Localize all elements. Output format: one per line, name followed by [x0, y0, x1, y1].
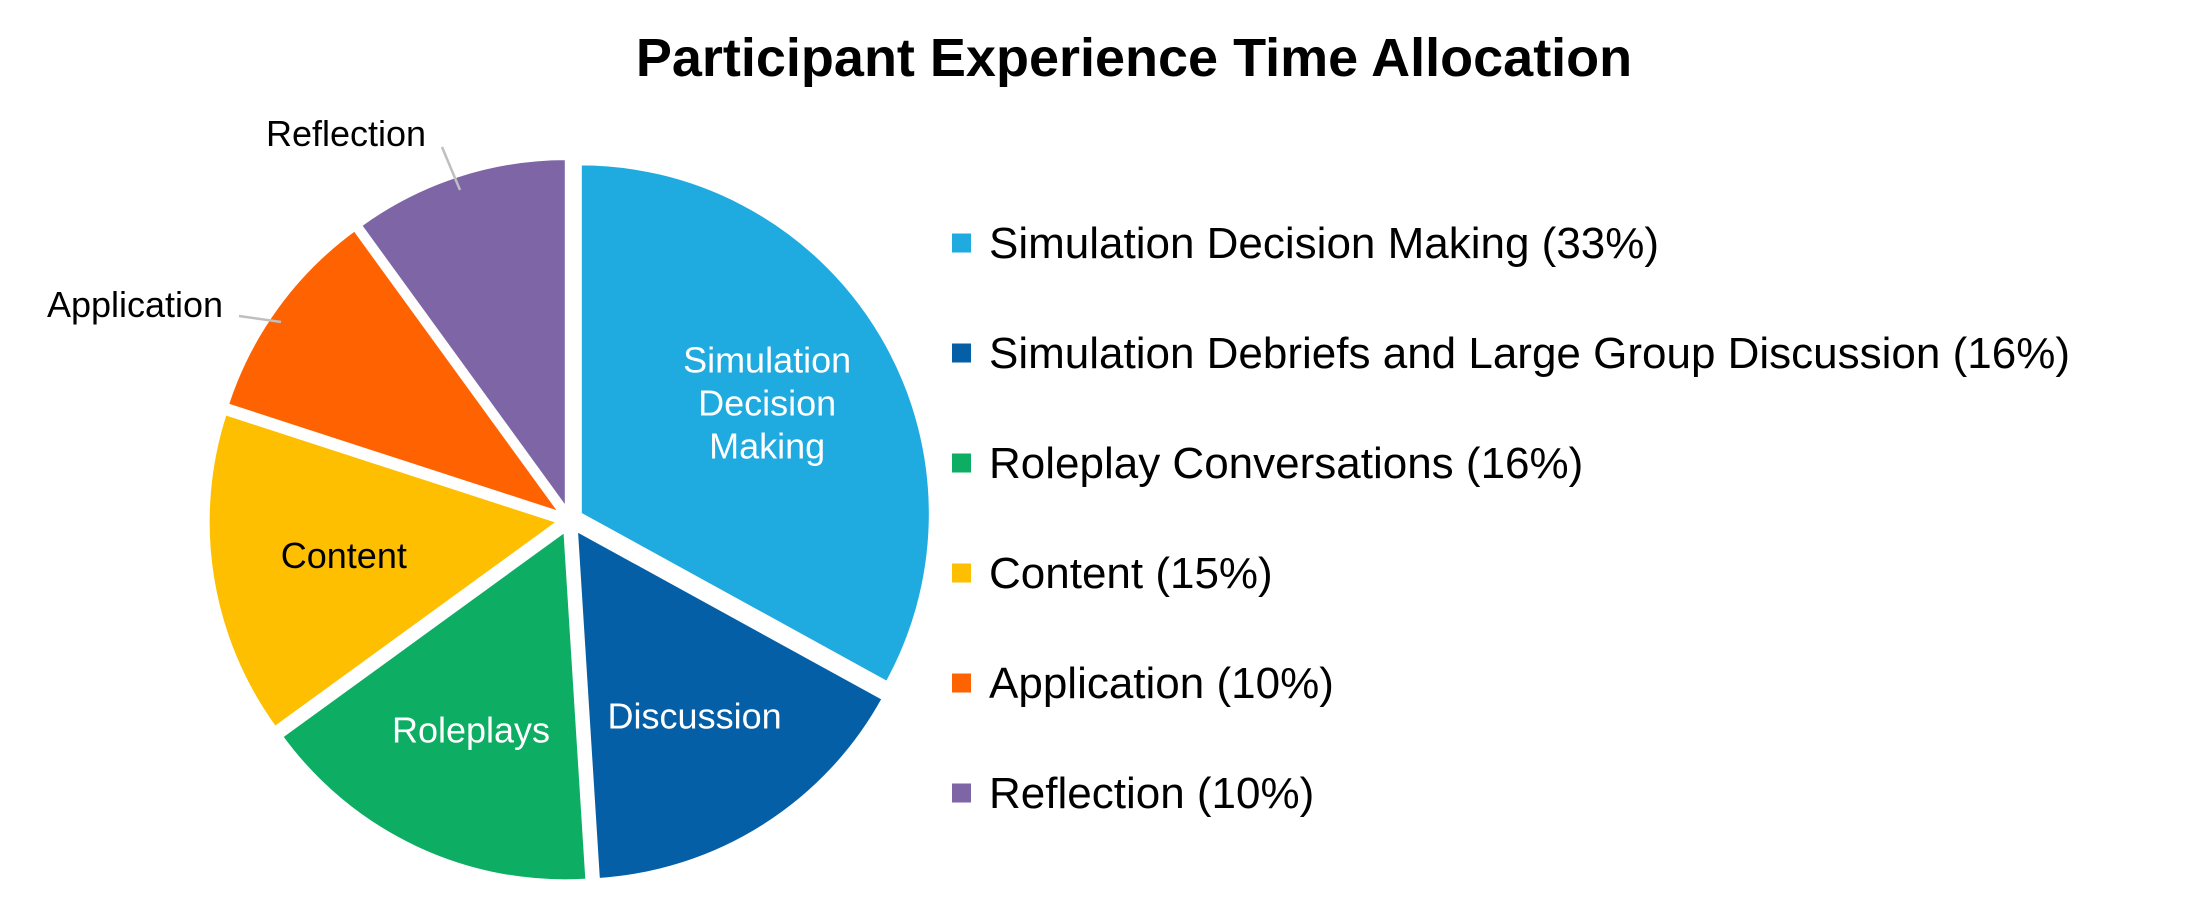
- slice-label-simulation-debriefs-and-large-group-discussion: Discussion: [608, 695, 782, 736]
- legend-label-roleplay-conversations: Roleplay Conversations (16%): [989, 439, 1583, 488]
- legend-swatch-roleplay-conversations: [952, 453, 971, 473]
- slice-label-roleplay-conversations: Roleplays: [392, 709, 550, 750]
- leader-line-application: [238, 314, 282, 324]
- legend-label-content: Content (15%): [989, 549, 1273, 598]
- legend-label-reflection: Reflection (10%): [989, 769, 1314, 818]
- pie-slice-reflection: [358, 157, 568, 514]
- legend-swatch-simulation-debriefs-and-large-group-discussion: [952, 343, 971, 363]
- slice-label-simulation-decision-making: Simulation Decision Making: [683, 339, 851, 466]
- legend-swatch-content: [952, 563, 971, 583]
- pie-slice-simulation-decision-making: [578, 162, 932, 685]
- legend-label-simulation-decision-making: Simulation Decision Making (33%): [989, 219, 1659, 268]
- leader-line-reflection: [440, 146, 462, 191]
- legend-label-simulation-debriefs-and-large-group-discussion: Simulation Debriefs and Large Group Disc…: [989, 329, 2070, 378]
- pie-slice-application: [225, 227, 565, 516]
- pie-slice-content: [206, 411, 562, 730]
- pie-slice-labels: Simulation Decision Making Discussion Rolepl…: [47, 113, 851, 750]
- pie-slices: [206, 157, 932, 883]
- slice-label-content: Content: [281, 535, 407, 576]
- pie-slice-roleplay-conversations: [279, 528, 589, 883]
- pie-slice-simulation-debriefs-and-large-group-discussion: [574, 527, 886, 882]
- legend: Simulation Decision Making (33%) Simulati…: [952, 219, 2070, 818]
- legend-swatch-reflection: [952, 783, 971, 803]
- chart-title: Participant Experience Time Allocation: [636, 28, 1632, 88]
- legend-swatch-simulation-decision-making: [952, 233, 971, 253]
- slice-label-application: Application: [47, 284, 223, 325]
- legend-swatch-application: [952, 673, 971, 693]
- legend-label-application: Application (10%): [989, 659, 1334, 708]
- slice-label-reflection: Reflection: [266, 113, 426, 154]
